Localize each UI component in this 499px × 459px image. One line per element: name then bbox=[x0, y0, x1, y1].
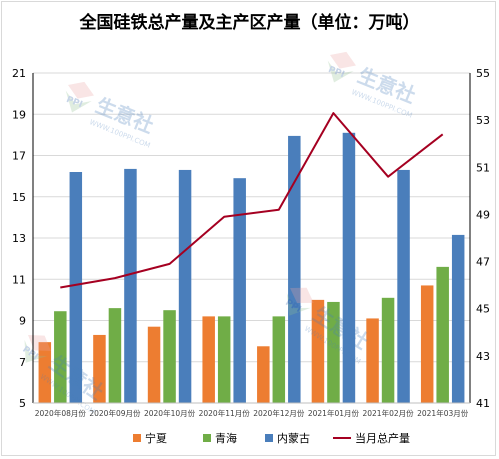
bar-内蒙古 bbox=[342, 132, 356, 403]
x-tick-label: 2020年10月份 bbox=[144, 408, 196, 418]
bar-青海 bbox=[436, 266, 449, 403]
line-当月总产量 bbox=[60, 112, 444, 289]
gridlines bbox=[33, 72, 470, 404]
right-tick-label: 43 bbox=[476, 350, 490, 363]
bar-内蒙古 bbox=[69, 172, 83, 403]
right-tick-label: 45 bbox=[476, 303, 490, 316]
left-tick-label: 19 bbox=[12, 108, 26, 121]
x-tick-labels: 2020年08月份 2020年09月份 2020年10月份 2020年11月份 2020… bbox=[35, 408, 469, 418]
x-tick-label: 2020年12月份 bbox=[253, 408, 305, 418]
left-tick-label: 11 bbox=[12, 273, 26, 286]
bar-青海 bbox=[163, 310, 176, 403]
bar-宁夏 bbox=[366, 318, 379, 403]
bar-内蒙古 bbox=[233, 178, 246, 403]
bar-宁夏 bbox=[38, 342, 52, 403]
legend-swatch bbox=[203, 434, 211, 442]
x-tick-label: 2021年02月份 bbox=[362, 408, 414, 418]
right-tick-label: 49 bbox=[476, 208, 490, 221]
left-tick-label: 13 bbox=[12, 232, 26, 245]
x-tick-label: 2021年01月份 bbox=[308, 408, 360, 418]
bar-内蒙古 bbox=[397, 169, 410, 403]
watermark-logo-icon bbox=[28, 335, 51, 352]
left-tick-label: 15 bbox=[12, 191, 26, 204]
bar-青海 bbox=[217, 316, 231, 403]
bar-青海 bbox=[381, 297, 395, 403]
bar-内蒙古 bbox=[124, 168, 137, 403]
right-tick-label: 51 bbox=[476, 161, 490, 174]
x-tick-label: 2020年08月份 bbox=[35, 408, 87, 418]
left-tick-labels: 5 7 9 11 13 15 17 19 21 bbox=[12, 67, 26, 410]
legend-swatch bbox=[265, 434, 273, 442]
legend-swatch bbox=[133, 434, 141, 442]
legend-label: 宁夏 bbox=[145, 431, 167, 445]
right-tick-label: 53 bbox=[476, 114, 490, 127]
watermark-logo-icon bbox=[286, 293, 311, 316]
bar-宁夏 bbox=[93, 334, 106, 403]
bar-内蒙古 bbox=[178, 169, 192, 403]
bar-宁夏 bbox=[202, 316, 215, 403]
legend-label: 青海 bbox=[215, 431, 237, 445]
legend: 宁夏 青海 内蒙古 当月总产量 bbox=[133, 431, 410, 445]
bar-宁夏 bbox=[147, 326, 161, 403]
chart-title: 全国硅铁总产量及主产区产量（单位：万吨） bbox=[79, 13, 420, 33]
watermark-logo-icon bbox=[330, 51, 356, 69]
right-tick-labels: 41 43 45 47 49 51 53 55 bbox=[476, 67, 490, 410]
left-tick-label: 21 bbox=[12, 67, 26, 80]
x-tick-label: 2021年03月份 bbox=[417, 408, 469, 418]
right-tick-label: 41 bbox=[476, 397, 490, 410]
left-tick-label: 9 bbox=[19, 315, 26, 328]
bar-宁夏 bbox=[257, 346, 270, 403]
watermark-logo-icon bbox=[24, 339, 48, 363]
watermark-logo-icon bbox=[290, 287, 314, 304]
bar-青海 bbox=[272, 316, 286, 403]
bar-青海 bbox=[327, 301, 340, 403]
right-tick-label: 47 bbox=[476, 256, 490, 269]
bar-宁夏 bbox=[420, 285, 434, 403]
bar-内蒙古 bbox=[288, 135, 301, 403]
axes bbox=[32, 73, 471, 404]
watermark-logo-icon bbox=[65, 90, 92, 113]
bar-青海 bbox=[54, 311, 67, 403]
x-tick-label: 2020年11月份 bbox=[199, 408, 251, 418]
left-tick-label: 5 bbox=[19, 397, 26, 410]
left-tick-label: 7 bbox=[19, 356, 26, 369]
bar-内蒙古 bbox=[451, 234, 465, 403]
right-tick-label: 55 bbox=[476, 67, 490, 80]
left-tick-label: 17 bbox=[12, 150, 26, 163]
legend-label: 内蒙古 bbox=[277, 431, 310, 445]
x-tick-label: 2020年09月份 bbox=[89, 408, 141, 418]
watermark-logo-icon bbox=[68, 81, 94, 99]
total-line bbox=[60, 112, 444, 289]
bar-宁夏 bbox=[311, 299, 325, 403]
bars bbox=[38, 132, 465, 403]
watermark-logo-icon bbox=[327, 60, 354, 83]
bar-青海 bbox=[108, 308, 122, 403]
legend-label: 当月总产量 bbox=[355, 431, 410, 445]
